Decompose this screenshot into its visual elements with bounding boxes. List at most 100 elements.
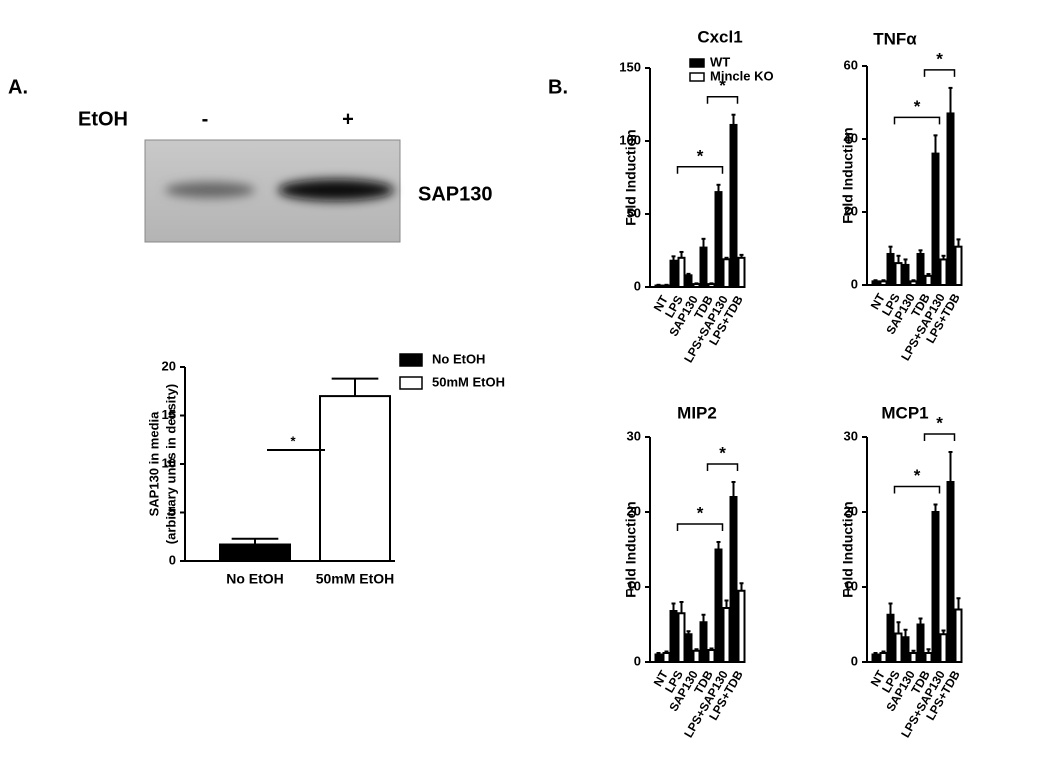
bar [319, 395, 391, 562]
x-tick-label: No EtOH [226, 571, 284, 587]
bar [737, 256, 746, 288]
lane-label: - [202, 108, 209, 130]
y-tick-label: 20 [844, 203, 858, 218]
legend-label: 50mM EtOH [432, 374, 505, 389]
y-tick-label: 0 [634, 653, 641, 668]
bar [931, 511, 940, 663]
bar [916, 252, 925, 287]
y-tick-label: 20 [844, 503, 858, 518]
legend-swatch [689, 72, 705, 82]
bar [219, 543, 291, 563]
bar [684, 633, 693, 663]
bar [886, 613, 895, 663]
legend-label: No EtOH [432, 351, 485, 366]
bar [707, 283, 716, 288]
bar [901, 636, 910, 663]
bar [894, 632, 903, 663]
bar [722, 258, 731, 289]
blot-band [165, 182, 255, 198]
chart-title: TNFα [873, 29, 917, 48]
lane-label: + [342, 108, 354, 130]
y-axis-label: Fold Induction [623, 501, 639, 597]
bar [886, 252, 895, 287]
y-tick-label: 20 [162, 358, 176, 373]
significance-mark: * [719, 76, 726, 95]
bar [654, 284, 663, 289]
bar [707, 649, 716, 663]
band-label: SAP130 [418, 183, 493, 205]
bar [662, 652, 671, 663]
bar [916, 623, 925, 663]
bar [909, 652, 918, 663]
significance-bracket [923, 433, 956, 441]
y-tick-label: 50 [627, 205, 641, 220]
bar [669, 259, 678, 289]
significance-mark: * [936, 413, 943, 432]
bar [684, 274, 693, 289]
treatment-label: EtOH [78, 108, 128, 130]
significance-mark: * [697, 146, 704, 165]
bar [954, 245, 963, 287]
y-tick-label: 150 [619, 59, 641, 74]
bar [871, 280, 880, 287]
chart-title: MCP1 [881, 403, 928, 422]
chart-title: MIP2 [677, 403, 717, 422]
y-tick-label: 15 [162, 407, 176, 422]
bar [677, 256, 686, 288]
bar [879, 280, 888, 287]
significance-bracket [893, 116, 941, 125]
legend-label: Mincle KO [710, 68, 774, 83]
significance-bracket [706, 463, 739, 471]
chart-title: Cxcl1 [697, 27, 742, 46]
bar [692, 283, 701, 288]
legend-swatch [689, 58, 705, 68]
bar [946, 112, 955, 286]
legend-label: WT [710, 54, 730, 69]
significance-bracket [676, 166, 724, 174]
bar [729, 496, 738, 663]
bar [722, 607, 731, 663]
bar [946, 481, 955, 663]
bar [924, 274, 933, 286]
y-axis-label: Fold Induction [623, 129, 639, 225]
bar [699, 246, 708, 288]
significance-bracket [676, 523, 724, 531]
y-tick-label: 100 [619, 132, 641, 147]
y-axis-label: (arbitrary units in density) [163, 384, 178, 544]
bar [662, 284, 671, 289]
y-tick-label: 30 [627, 428, 641, 443]
bar [909, 280, 918, 287]
significance-mark: * [936, 49, 943, 68]
significance-mark: * [290, 433, 296, 448]
bar [871, 653, 880, 663]
y-tick-label: 0 [634, 278, 641, 293]
bar [729, 123, 738, 288]
significance-mark: * [914, 466, 921, 485]
bar [954, 608, 963, 663]
bar [939, 633, 948, 663]
bar [714, 191, 723, 289]
bar [714, 548, 723, 663]
y-tick-label: 0 [851, 653, 858, 668]
y-axis-label: Fold Induction [840, 127, 856, 223]
y-tick-label: 20 [627, 503, 641, 518]
y-tick-label: 0 [169, 552, 176, 567]
y-axis-label: SAP130 in media [146, 411, 161, 517]
y-tick-label: 0 [851, 276, 858, 291]
bar [901, 263, 910, 286]
panel-label: B. [548, 76, 568, 98]
y-tick-label: 5 [169, 504, 176, 519]
bar [879, 652, 888, 663]
panel-label: A. [8, 76, 28, 98]
bar [924, 652, 933, 663]
y-tick-label: 30 [844, 428, 858, 443]
y-tick-label: 10 [162, 455, 176, 470]
significance-mark: * [697, 503, 704, 522]
bar [931, 152, 940, 286]
significance-bracket [923, 69, 956, 77]
significance-mark: * [914, 97, 921, 116]
bar [939, 258, 948, 287]
significance-mark: * [719, 443, 726, 462]
blot-band [278, 179, 394, 201]
y-tick-label: 10 [844, 578, 858, 593]
